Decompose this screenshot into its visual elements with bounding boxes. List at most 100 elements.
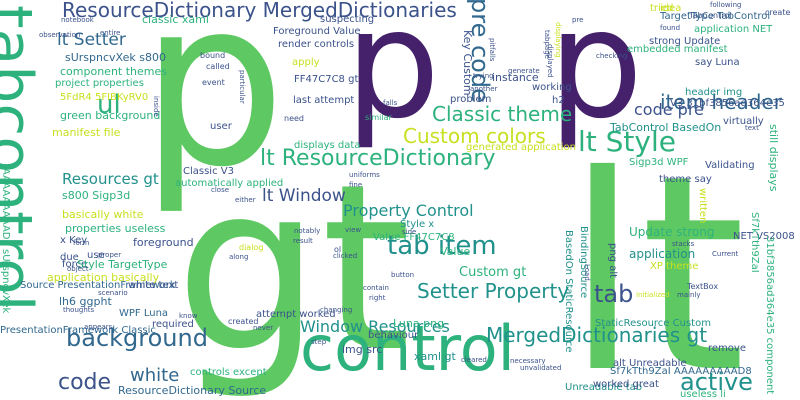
cloud-word: event (202, 78, 225, 87)
cloud-word: Style x (400, 219, 435, 230)
cloud-word: lt Window (262, 186, 346, 206)
cloud-word: AAAAAAAAAD8 sUrspncvXek (0, 168, 11, 314)
cloud-word: p (548, 0, 644, 152)
cloud-word: know (179, 312, 198, 320)
cloud-word: trying (473, 72, 494, 80)
cloud-word: due (60, 252, 79, 263)
cloud-word: found (660, 24, 681, 32)
cloud-word: tabpage (543, 30, 551, 59)
cloud-word: BasedOn StaticResource (563, 230, 574, 353)
cloud-word: inside (152, 96, 160, 117)
cloud-word: lt Setter (57, 30, 126, 50)
cloud-word: Luna png (393, 317, 445, 330)
cloud-word: result (293, 237, 313, 245)
cloud-word: active (680, 368, 753, 396)
cloud-word: force (62, 259, 88, 270)
cloud-word: control (300, 312, 515, 385)
cloud-word: white text (128, 280, 179, 291)
cloud-word: p (140, 0, 286, 218)
cloud-word: TabControl BasedOn (610, 121, 722, 134)
cloud-word: bound (200, 51, 226, 60)
cloud-word: problem (450, 94, 492, 105)
cloud-word: Value FF47C7C8 (373, 232, 455, 243)
cloud-word: Custom gt (459, 265, 527, 280)
cloud-word: use (87, 250, 105, 261)
cloud-word: mainly (677, 291, 701, 299)
cloud-word: Custom colors (403, 124, 546, 148)
cloud-word: behaviour (368, 330, 419, 341)
cloud-word: written (697, 188, 708, 224)
cloud-word: XP theme (650, 261, 699, 272)
cloud-word: displays data (294, 140, 361, 151)
cloud-word: img src (342, 343, 383, 356)
cloud-word: NET VS2008 (733, 231, 795, 242)
cloud-word: instance (492, 71, 539, 84)
cloud-word: background (66, 324, 208, 352)
cloud-word: StaticResource Custom (595, 318, 711, 329)
cloud-word: remove (708, 343, 746, 354)
cloud-word: properties useless (65, 222, 166, 235)
cloud-word: classic xaml (142, 13, 209, 26)
cloud-word: necessary (510, 357, 546, 365)
cloud-word: pre code (466, 0, 494, 103)
cloud-word: Classic theme (432, 102, 573, 126)
cloud-word: ResourceDictionary Source (118, 384, 267, 397)
cloud-word: Resources gt (62, 170, 159, 188)
cloud-word: called (206, 62, 230, 71)
cloud-word: tabcontrol (0, 5, 45, 312)
cloud-word: basically white (62, 208, 144, 221)
cloud-word: foreground (133, 236, 194, 249)
cloud-word: notably (294, 227, 321, 235)
cloud-word: cleared (461, 356, 487, 364)
cloud-word: lh6 ggpht (59, 295, 112, 308)
cloud-word: Setter Property (417, 279, 570, 303)
cloud-word: Unreadable tab (565, 382, 643, 393)
cloud-word: notebook (61, 16, 94, 24)
cloud-word: render controls (278, 39, 355, 50)
cloud-word: Source PresentationFramework (20, 280, 176, 291)
cloud-word: Load (583, 264, 591, 281)
cloud-word: TextBox (687, 282, 719, 291)
cloud-word: user (210, 121, 232, 132)
cloud-word: ResourceDictionary MergedDictionaries (62, 0, 457, 22)
cloud-word: fine (349, 181, 363, 189)
cloud-word: lt ResourceDictionary (260, 146, 496, 171)
cloud-word: TargetType TabControl (660, 11, 771, 22)
cloud-word: initialized (636, 291, 670, 299)
cloud-word: tab item (387, 231, 497, 261)
cloud-word: unvalidated (520, 364, 562, 372)
cloud-word: falls (383, 99, 398, 107)
cloud-word: apply (292, 57, 320, 68)
cloud-word: contain (363, 284, 389, 292)
cloud-word: tab (594, 280, 634, 308)
cloud-word: right (369, 294, 386, 302)
cloud-word: side (402, 228, 417, 236)
cloud-word: gt (175, 136, 412, 400)
cloud-word: dialog (239, 243, 264, 252)
cloud-word: Validating (705, 160, 755, 171)
cloud-word: displaying (554, 22, 562, 58)
cloud-word: component themes (60, 65, 167, 78)
cloud-word: ol (334, 245, 342, 254)
cloud-word: thoughts (63, 306, 95, 314)
cloud-word: application NET (694, 24, 773, 35)
cloud-word: white (130, 365, 180, 386)
cloud-word: particular (238, 70, 246, 104)
cloud-word: worked great (593, 379, 659, 390)
cloud-word: virtually (723, 116, 764, 127)
cloud-word: Property Control (343, 201, 474, 220)
cloud-word: Sigp3d WPF (629, 157, 689, 168)
cloud-word: tried (650, 3, 674, 14)
cloud-word: Style TargetType (77, 258, 168, 271)
cloud-word: V3 31bf3856ad364e35 (670, 98, 785, 109)
cloud-word: embedded manifest (627, 44, 728, 55)
cloud-word: say Luna (695, 57, 740, 68)
cloud-word: generate (508, 67, 540, 75)
cloud-word: s800 Sigp3d (62, 189, 131, 202)
cloud-word: similar (365, 113, 392, 122)
cloud-word: item header (660, 90, 783, 114)
cloud-word: PresentationFramework Classic (0, 325, 156, 336)
cloud-word: clicked (333, 252, 358, 260)
cloud-word: still displays (767, 124, 780, 192)
